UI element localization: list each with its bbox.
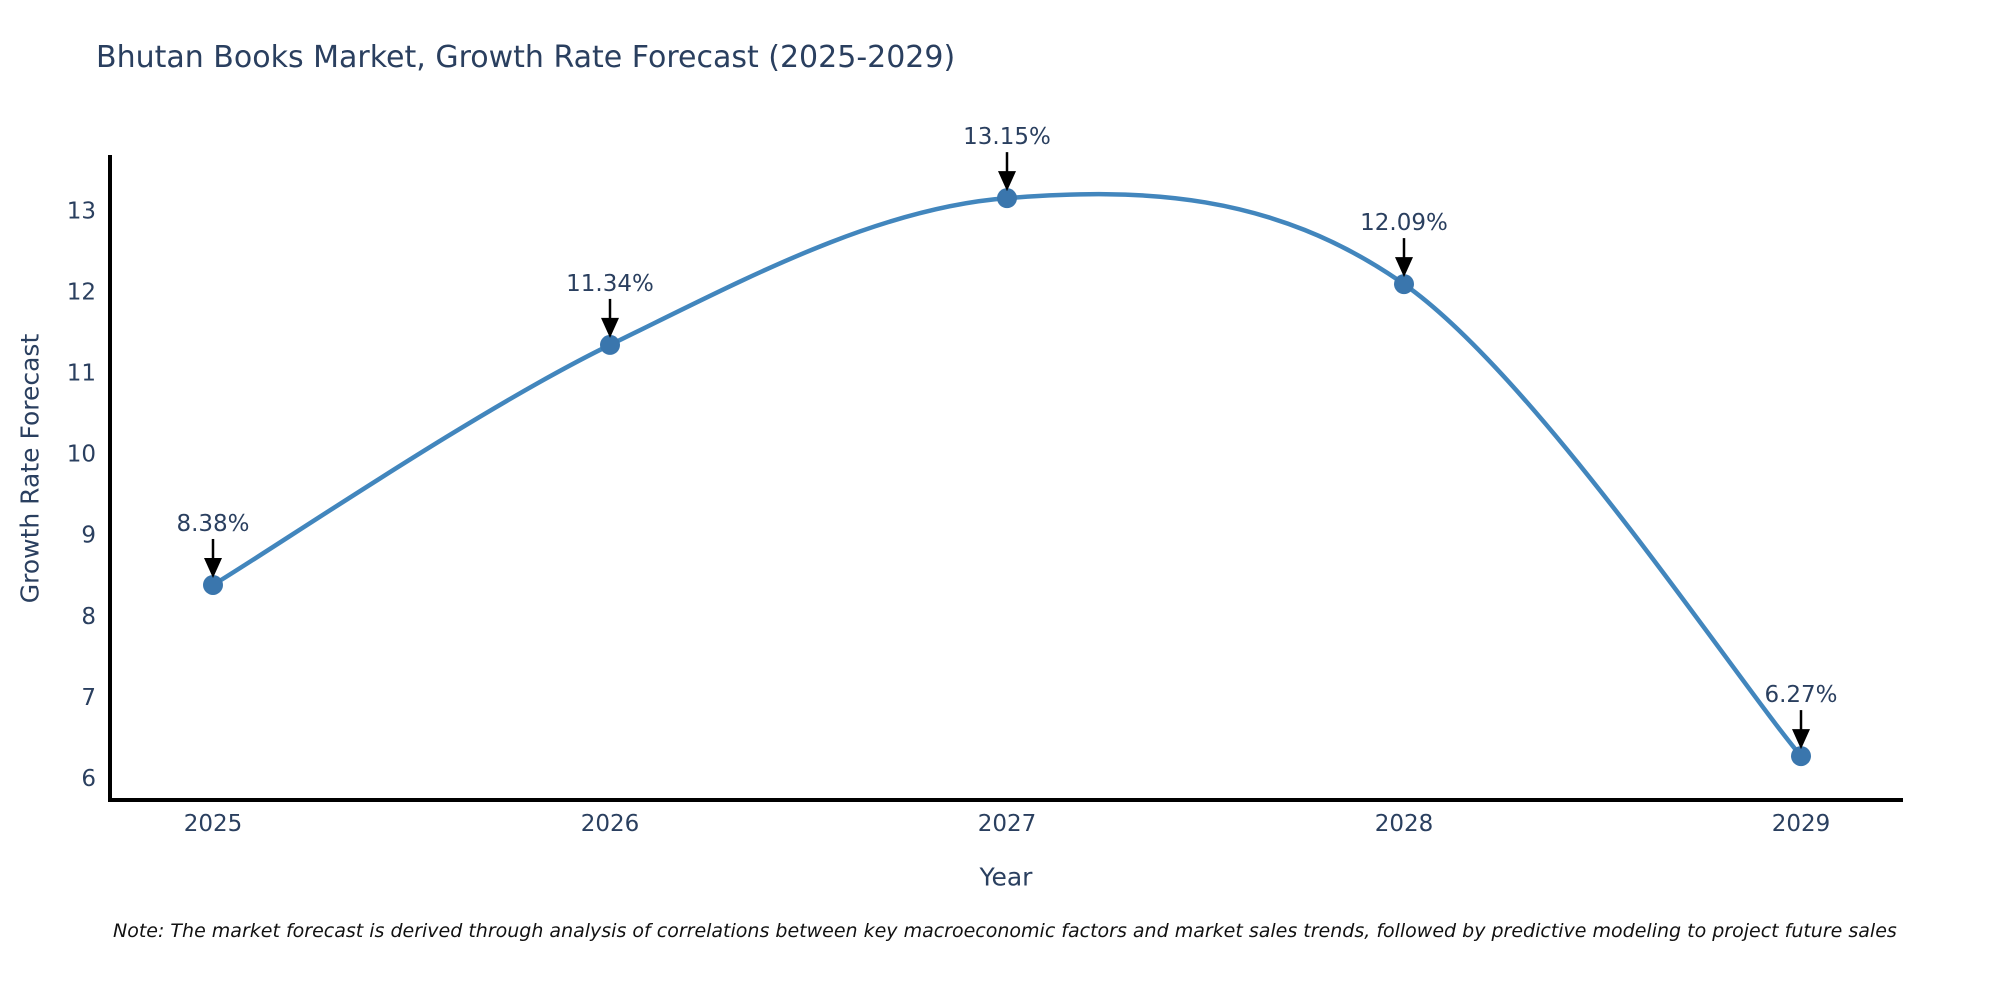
y-tick-label: 12 xyxy=(67,279,96,305)
data-point xyxy=(203,574,223,595)
point-annotation: 12.09% xyxy=(1360,210,1448,236)
point-annotation: 13.15% xyxy=(963,124,1051,150)
chart-title: Bhutan Books Market, Growth Rate Forecas… xyxy=(96,40,956,75)
y-tick-label: 11 xyxy=(67,361,96,387)
annotation-arrowhead-icon xyxy=(1792,729,1810,750)
x-tick-label: 2026 xyxy=(581,811,640,837)
y-tick-label: 13 xyxy=(67,198,96,224)
point-annotation: 6.27% xyxy=(1764,682,1837,708)
x-tick-label: 2029 xyxy=(1772,811,1831,837)
data-point xyxy=(1394,274,1414,295)
annotation-arrowhead-icon xyxy=(998,171,1016,192)
y-tick-label: 8 xyxy=(81,604,96,630)
x-tick-label: 2025 xyxy=(184,811,243,837)
annotation-arrowhead-icon xyxy=(601,317,619,338)
y-tick-label: 6 xyxy=(81,766,96,792)
data-point xyxy=(600,334,620,355)
chart-footnote: Note: The market forecast is derived thr… xyxy=(113,920,1897,942)
data-point xyxy=(1791,746,1811,767)
point-annotation: 8.38% xyxy=(176,511,249,537)
x-tick-label: 2027 xyxy=(978,811,1037,837)
annotation-arrowhead-icon xyxy=(1395,257,1413,278)
data-point xyxy=(997,188,1017,209)
y-tick-label: 10 xyxy=(67,442,96,468)
annotation-arrowhead-icon xyxy=(204,557,222,578)
y-tick-label: 9 xyxy=(81,523,96,549)
x-axis-title: Year xyxy=(979,862,1033,892)
x-tick-label: 2028 xyxy=(1375,811,1434,837)
point-annotation: 11.34% xyxy=(566,271,654,297)
trend-line xyxy=(210,191,1804,759)
y-tick-label: 7 xyxy=(81,685,96,711)
y-axis-title-label: Growth Rate Forecast xyxy=(15,333,45,603)
